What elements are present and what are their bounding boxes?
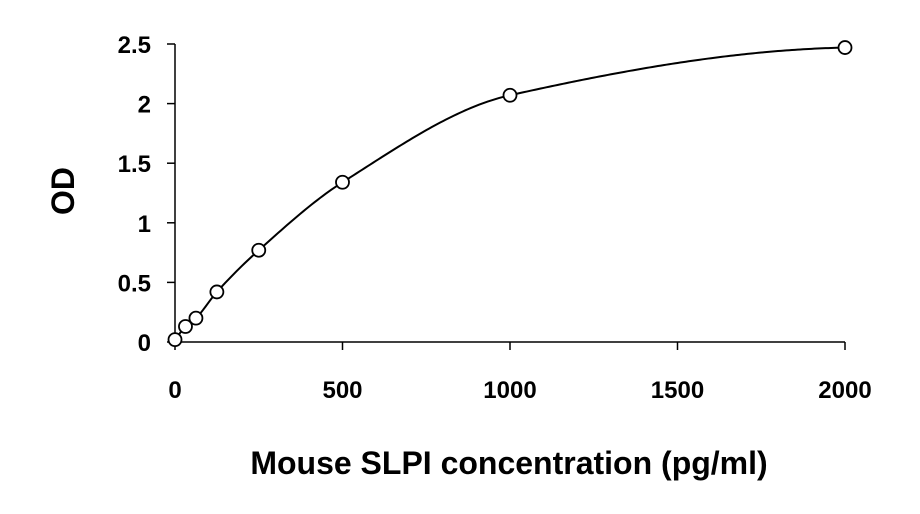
data-points — [167, 40, 853, 348]
ticks: 0 0.5 1 1.5 2 2.5 0 500 1000 1500 2000 — [118, 32, 872, 404]
y-tick-label: 0 — [138, 330, 151, 357]
x-tick-label: 0 — [168, 377, 181, 404]
x-tick-label: 1000 — [483, 377, 536, 404]
x-axis-title: Mouse SLPI concentration (pg/ml) — [250, 445, 767, 481]
y-axis-title: OD — [45, 167, 81, 215]
data-point — [335, 174, 350, 190]
x-tick-label: 1500 — [651, 377, 704, 404]
y-tick-label: 2.5 — [118, 32, 151, 59]
data-point — [837, 40, 853, 55]
data-point — [502, 87, 518, 103]
y-tick-label: 1 — [138, 211, 151, 238]
x-tick-label: 2000 — [818, 377, 871, 404]
y-tick-label: 0.5 — [118, 270, 151, 297]
data-point — [167, 332, 183, 348]
y-tick-label: 2 — [138, 92, 151, 119]
x-tick-label: 500 — [322, 377, 362, 404]
data-point — [209, 284, 225, 300]
y-tick-label: 1.5 — [118, 151, 151, 178]
data-point — [188, 310, 204, 326]
data-point — [178, 319, 193, 334]
data-point — [251, 242, 267, 258]
